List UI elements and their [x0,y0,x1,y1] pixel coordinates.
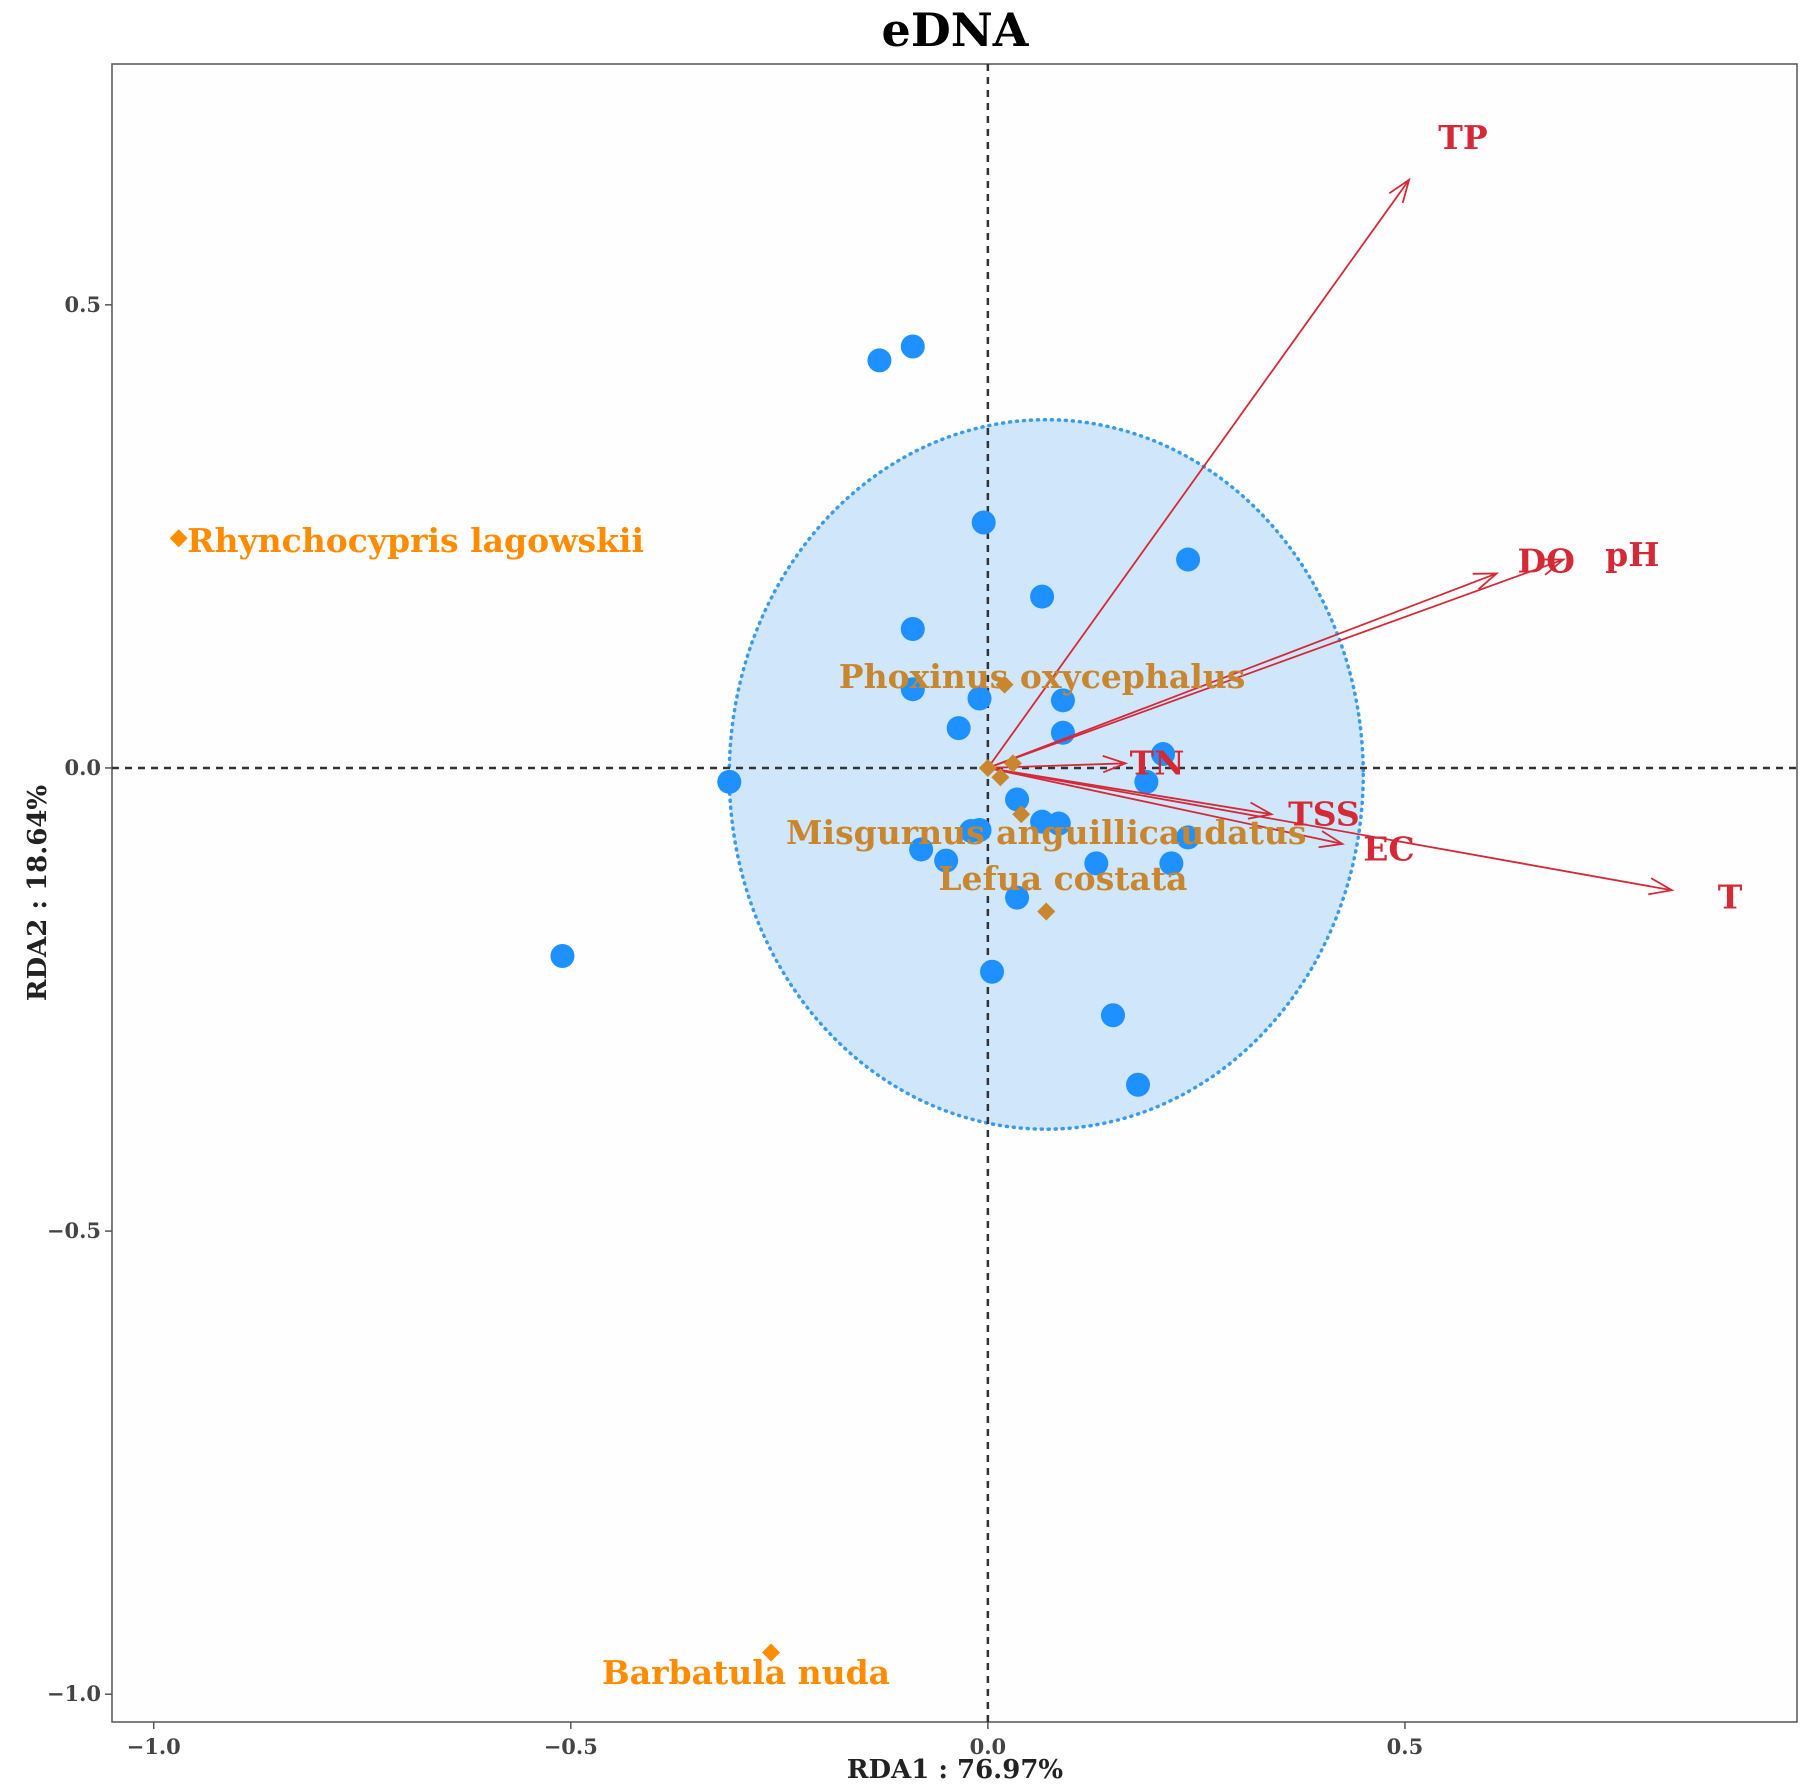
species-marker [169,529,188,548]
site-point [550,943,575,968]
env-vector-arrowhead [1318,830,1345,849]
y-tick-label: −1.0 [47,1681,101,1706]
site-point [1050,688,1075,713]
env-vector-line [987,767,1673,892]
site-point [909,837,934,862]
y-tick-label: 0.0 [64,755,101,780]
y-tick-label: 0.5 [64,292,101,317]
site-point [717,769,742,794]
site-point [900,677,925,702]
env-vector-label: DO [1518,541,1575,580]
site-point [1176,825,1201,850]
chart-title: eDNA [882,3,1030,57]
env-vector-arrowhead [1247,801,1275,820]
site-point [900,334,925,359]
species-marker [1037,902,1056,921]
y-tick-label: −0.5 [47,1218,101,1243]
x-tick-label: 0.5 [1387,1734,1424,1759]
site-point [1151,742,1176,767]
site-point [900,617,925,642]
site-point [1176,547,1201,572]
x-tick-label: 0.0 [970,1734,1007,1759]
site-point [967,686,992,711]
confidence-ellipse [727,417,1365,1131]
site-point [980,959,1005,984]
site-point [1005,885,1030,910]
species-label: Barbatula nuda [602,1653,890,1692]
env-vector-line [987,572,1498,769]
species-marker [1003,754,1022,773]
env-vector-arrowhead [1472,572,1500,590]
site-point [1100,1003,1125,1028]
site-point [1046,811,1071,836]
y-axis-label: RDA2 : 18.64% [23,785,53,1002]
species-marker [1012,805,1031,824]
env-vector-label: T [1718,878,1743,917]
site-point [1159,851,1184,876]
env-vector-label: TSS [1288,794,1360,833]
site-point [1126,1072,1151,1097]
species-marker [761,1643,780,1662]
site-point [946,716,971,741]
env-vector-arrowhead [1388,177,1411,204]
site-point [867,348,892,373]
species-label: Rhynchocypris lagowskii [187,521,644,560]
env-vector-line [987,558,1564,769]
env-vector-line [987,179,1410,769]
env-vector-label: TP [1438,118,1487,157]
site-point [971,510,996,535]
site-point [934,848,959,873]
x-axis-label: RDA1 : 76.97% [847,1755,1064,1785]
env-vector-arrowhead [1539,558,1566,576]
env-vector-arrowhead [1648,877,1675,896]
env-vector-label: pH [1605,535,1659,574]
site-point [1084,851,1109,876]
site-point [1134,769,1159,794]
species-marker [978,758,997,777]
env-vector-arrowhead [1102,755,1129,774]
env-vector-label: EC [1363,829,1414,868]
site-point [1030,584,1055,609]
species-marker [991,768,1010,787]
env-vector-label: TN [1130,743,1185,782]
env-vector-line [987,767,1343,845]
species-label: Misgurnus anguillicaudatus [786,813,1306,852]
species-label: Phoxinus oxycephalus [839,657,1246,696]
x-tick-label: −0.5 [544,1734,598,1759]
species-label: Lefua costata [938,859,1187,898]
site-point [1005,787,1030,812]
species-marker [995,675,1014,694]
site-point [967,818,992,843]
x-tick-label: −1.0 [127,1734,181,1759]
